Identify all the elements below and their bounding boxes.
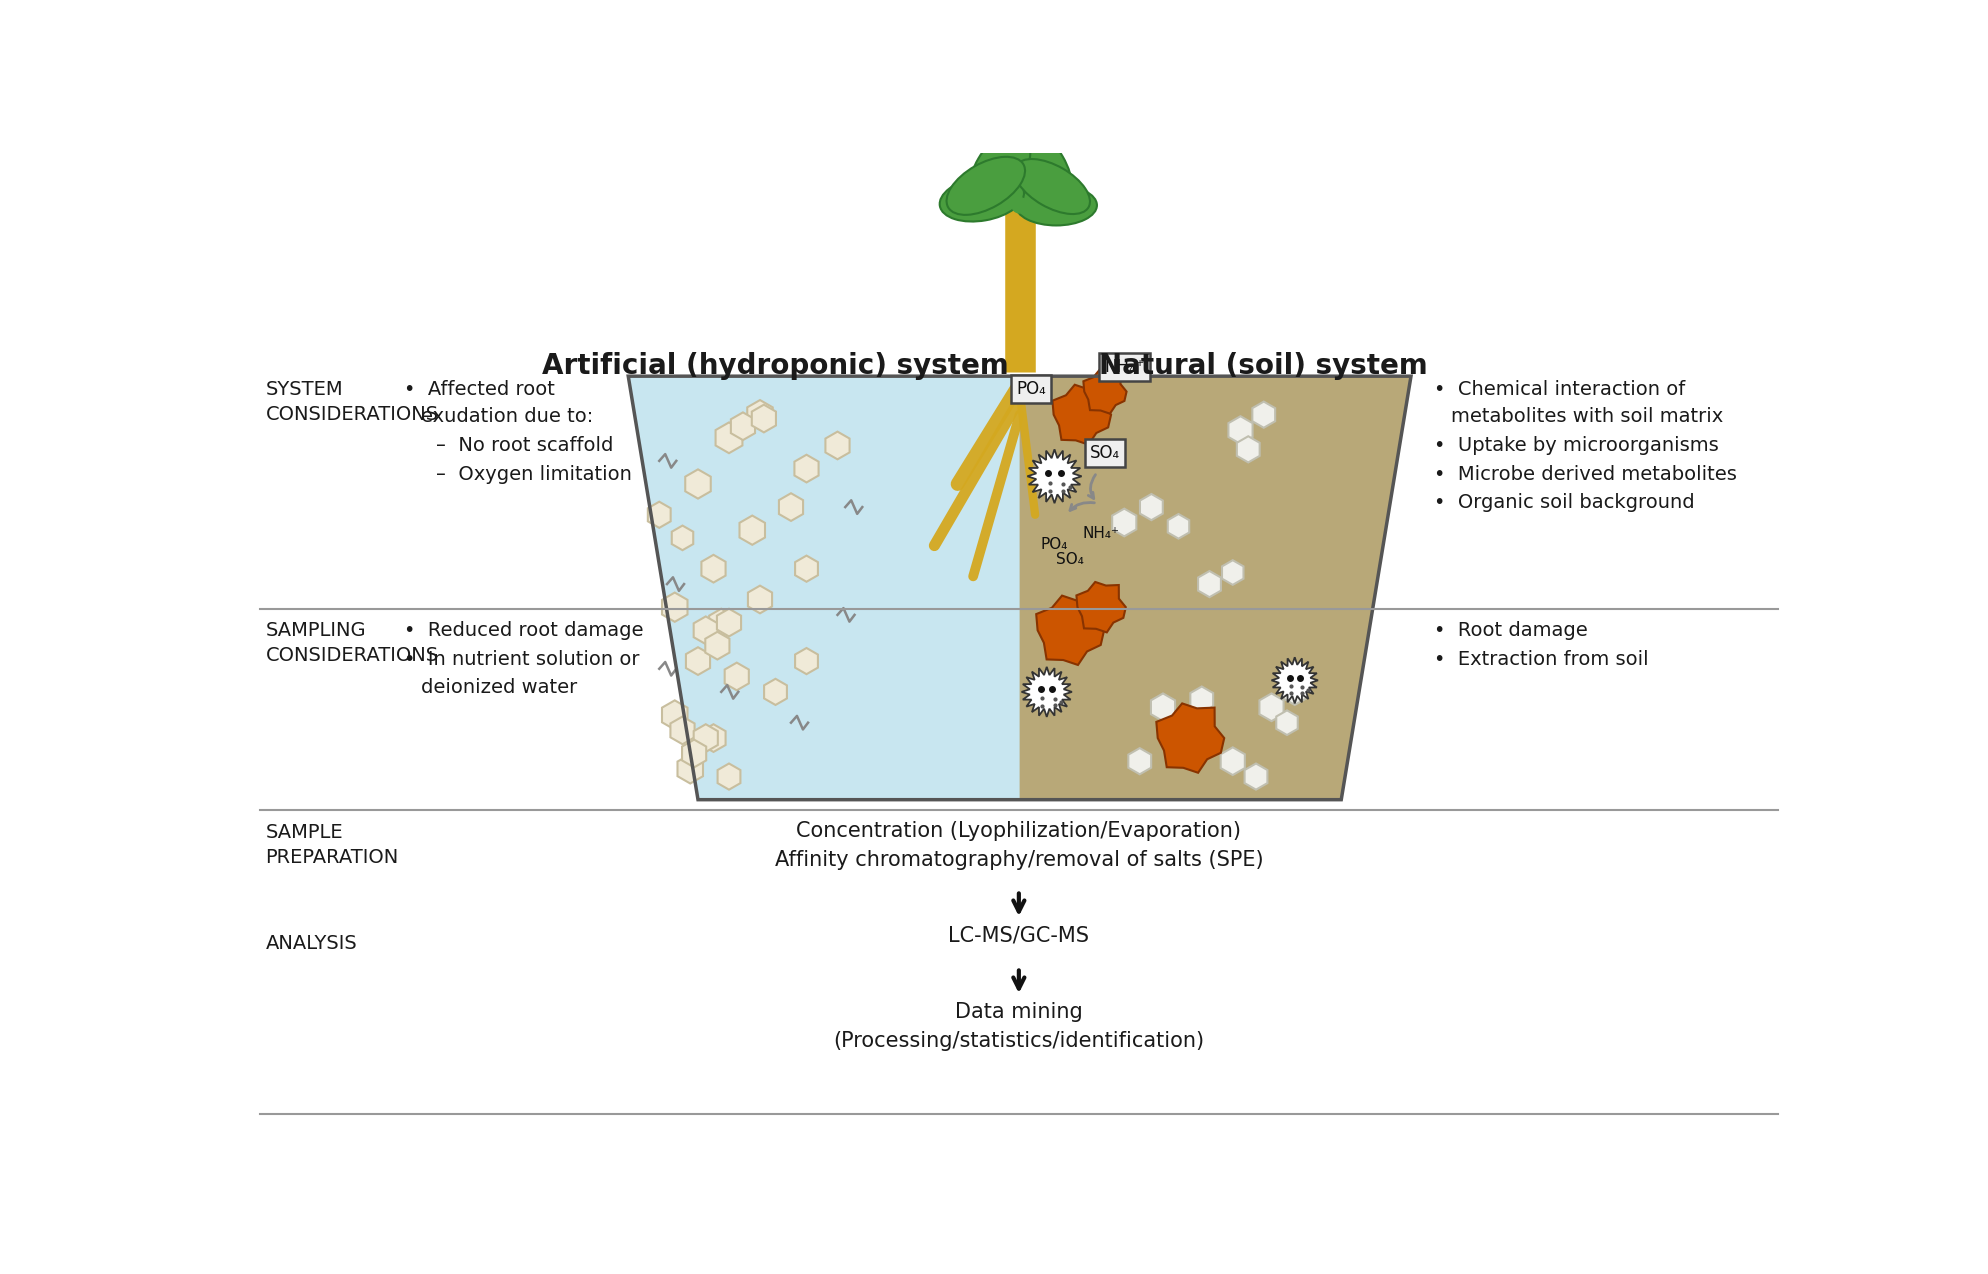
Ellipse shape <box>968 130 1030 211</box>
Text: Natural (soil) system: Natural (soil) system <box>1099 352 1427 380</box>
Text: •  Microbe derived metabolites: • Microbe derived metabolites <box>1433 465 1738 484</box>
Polygon shape <box>1052 385 1111 445</box>
Text: exudation due to:: exudation due to: <box>421 406 592 426</box>
Text: LC-MS/GC-MS: LC-MS/GC-MS <box>948 925 1089 945</box>
Text: –  No root scaffold: – No root scaffold <box>435 436 614 455</box>
Polygon shape <box>1252 401 1274 428</box>
Text: (Processing/statistics/identification): (Processing/statistics/identification) <box>833 1032 1205 1051</box>
Text: PREPARATION: PREPARATION <box>266 848 400 868</box>
Polygon shape <box>628 376 1020 800</box>
Polygon shape <box>779 493 803 521</box>
Polygon shape <box>1237 436 1260 462</box>
Ellipse shape <box>940 176 1024 222</box>
Polygon shape <box>825 432 849 460</box>
Ellipse shape <box>946 157 1026 215</box>
Polygon shape <box>694 724 718 752</box>
Ellipse shape <box>1008 127 1074 211</box>
Text: metabolites with soil matrix: metabolites with soil matrix <box>1451 406 1724 426</box>
Polygon shape <box>1244 763 1268 790</box>
Text: Data mining: Data mining <box>954 1003 1083 1022</box>
Polygon shape <box>1028 450 1081 503</box>
Polygon shape <box>795 648 817 674</box>
Text: PO₄: PO₄ <box>1016 380 1046 399</box>
Polygon shape <box>1175 710 1197 736</box>
Polygon shape <box>1284 679 1306 705</box>
Polygon shape <box>751 405 775 432</box>
Polygon shape <box>718 763 740 790</box>
Text: SYSTEM: SYSTEM <box>266 380 344 399</box>
Text: •  Uptake by microorganisms: • Uptake by microorganisms <box>1433 436 1720 455</box>
Polygon shape <box>686 647 710 675</box>
Text: deionized water: deionized water <box>421 678 577 697</box>
Polygon shape <box>1111 508 1137 536</box>
Text: –  Oxygen limitation: – Oxygen limitation <box>435 465 632 484</box>
Polygon shape <box>726 662 749 691</box>
Polygon shape <box>1129 748 1151 775</box>
Polygon shape <box>672 526 694 550</box>
Text: •  Reduced root damage: • Reduced root damage <box>404 620 642 640</box>
Polygon shape <box>716 423 742 454</box>
Ellipse shape <box>1016 185 1097 225</box>
Polygon shape <box>1036 596 1103 665</box>
Text: •  Root damage: • Root damage <box>1433 620 1588 640</box>
Circle shape <box>1012 197 1028 213</box>
Polygon shape <box>670 716 694 744</box>
Polygon shape <box>648 502 670 527</box>
Polygon shape <box>732 413 755 440</box>
Text: Artificial (hydroponic) system: Artificial (hydroponic) system <box>543 352 1008 380</box>
Polygon shape <box>710 609 734 637</box>
Polygon shape <box>740 516 765 545</box>
Polygon shape <box>702 724 726 752</box>
Polygon shape <box>1076 582 1125 632</box>
Text: •  Chemical interaction of: • Chemical interaction of <box>1433 380 1686 399</box>
Polygon shape <box>702 554 726 582</box>
Text: CONSIDERATIONS: CONSIDERATIONS <box>266 405 439 424</box>
Polygon shape <box>686 469 712 498</box>
Text: •  Affected root: • Affected root <box>404 380 555 399</box>
Polygon shape <box>1139 494 1163 520</box>
Polygon shape <box>1260 693 1284 721</box>
Polygon shape <box>747 400 773 429</box>
Polygon shape <box>1272 657 1318 703</box>
Text: PO₄: PO₄ <box>1042 536 1068 552</box>
Polygon shape <box>1151 693 1175 721</box>
Polygon shape <box>747 586 771 613</box>
Polygon shape <box>1223 561 1242 585</box>
Polygon shape <box>662 701 688 730</box>
Polygon shape <box>706 632 730 660</box>
Polygon shape <box>718 609 742 637</box>
Ellipse shape <box>1014 159 1089 214</box>
Text: SO₄: SO₄ <box>1056 552 1083 567</box>
Text: •  Extraction from soil: • Extraction from soil <box>1433 650 1648 669</box>
Text: •  Organic soil background: • Organic soil background <box>1433 493 1696 512</box>
Polygon shape <box>678 754 704 784</box>
Text: NH₄⁺: NH₄⁺ <box>1103 358 1145 376</box>
Polygon shape <box>1221 748 1244 775</box>
Polygon shape <box>1191 687 1213 712</box>
Polygon shape <box>694 617 718 645</box>
Polygon shape <box>1020 376 1411 800</box>
Polygon shape <box>1022 666 1072 717</box>
Polygon shape <box>1276 711 1298 735</box>
Polygon shape <box>1199 571 1221 598</box>
Text: •  In nutrient solution or: • In nutrient solution or <box>404 650 638 669</box>
Text: CONSIDERATIONS: CONSIDERATIONS <box>266 646 439 665</box>
Polygon shape <box>795 555 817 582</box>
Polygon shape <box>1157 703 1225 773</box>
Text: Concentration (Lyophilization/Evaporation): Concentration (Lyophilization/Evaporatio… <box>797 822 1241 841</box>
Polygon shape <box>1229 417 1252 443</box>
Polygon shape <box>795 455 819 483</box>
Text: NH₄⁺: NH₄⁺ <box>1083 526 1119 540</box>
Text: SO₄: SO₄ <box>1089 445 1119 462</box>
Text: Affinity chromatography/removal of salts (SPE): Affinity chromatography/removal of salts… <box>775 851 1262 870</box>
Polygon shape <box>763 679 787 705</box>
Polygon shape <box>1167 513 1189 539</box>
Text: SAMPLING: SAMPLING <box>266 620 366 640</box>
Polygon shape <box>662 592 688 622</box>
Text: ANALYSIS: ANALYSIS <box>266 934 358 953</box>
Polygon shape <box>682 740 706 767</box>
Text: SAMPLE: SAMPLE <box>266 823 344 842</box>
Polygon shape <box>1083 369 1127 414</box>
